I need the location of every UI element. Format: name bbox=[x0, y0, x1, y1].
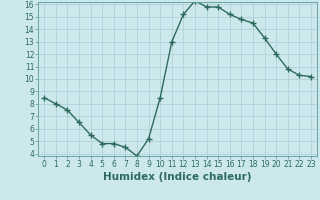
X-axis label: Humidex (Indice chaleur): Humidex (Indice chaleur) bbox=[103, 172, 252, 182]
